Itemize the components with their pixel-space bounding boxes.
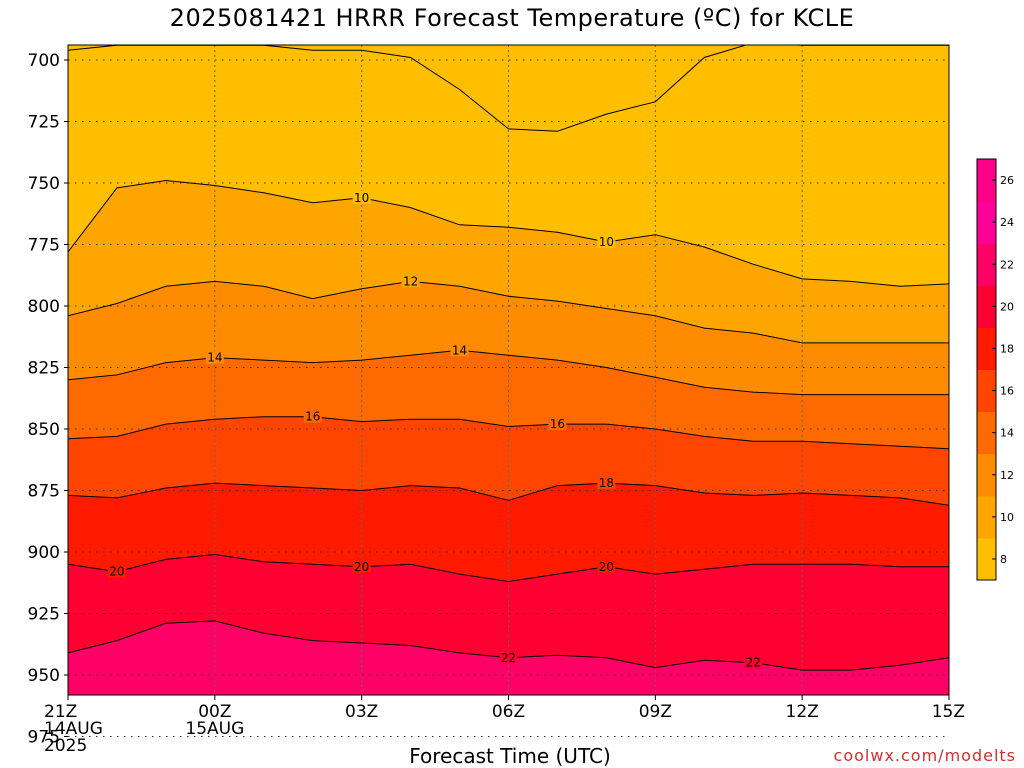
contour-label-12: 12 (403, 274, 418, 288)
contour-label-bg (597, 559, 616, 573)
contour-line-10 (68, 179, 949, 287)
contour-line-20 (68, 553, 949, 583)
y-tick-label-925: 925 (28, 605, 60, 625)
y-tick-label-825: 825 (28, 359, 60, 379)
contour-label-bg (303, 409, 322, 423)
y-tick-label-950: 950 (28, 666, 60, 686)
contour-label-bg (450, 343, 469, 357)
contour-label-10: 10 (354, 191, 369, 205)
colorbar-label-18: 18 (1000, 342, 1014, 355)
x-tick-label-6-0: 03Z (345, 702, 378, 722)
colorbar: 8 10 12 14 16 18 20 22 24 26 (976, 158, 1014, 581)
y-tick-label-975: 975 (28, 728, 60, 748)
y-tick-label-750: 750 (28, 174, 60, 194)
colorbar-label-22: 22 (1000, 258, 1014, 271)
contour-line-18 (68, 482, 949, 506)
contour-label-16: 16 (550, 417, 565, 431)
colorbar-label-12: 12 (1000, 469, 1014, 482)
contour-label-bg (499, 650, 518, 664)
contour-label-10: 10 (599, 235, 614, 249)
contour-label-bg (597, 235, 616, 249)
x-tick-label-9-0: 06Z (492, 702, 525, 722)
contour-label-bg (548, 417, 567, 431)
colorbar-swatch-2 (977, 453, 996, 497)
axes: 70072575077580082585087590092595097521Z1… (28, 51, 965, 756)
x-tick-label-0-0: 21Z (44, 702, 77, 722)
x-tick-label-3-0: 00Z (198, 702, 231, 722)
contour-label-20: 20 (354, 560, 369, 574)
colorbar-label-20: 20 (1000, 300, 1014, 313)
contour-label-22: 22 (746, 656, 761, 670)
contour-label-bg (352, 559, 371, 573)
contour-label-bg (205, 350, 224, 364)
contour-label-22: 22 (501, 651, 516, 665)
contour-line-12 (68, 280, 949, 344)
colorbar-swatch-0 (977, 537, 996, 581)
colorbar-swatch-5 (977, 327, 996, 370)
x-tick-label-3-1: 15AUG (185, 719, 244, 739)
colorbar-swatch-6 (977, 285, 996, 328)
contour-label-bg (107, 564, 126, 578)
colorbar-label-26: 26 (1000, 174, 1014, 187)
y-tick-label-775: 775 (28, 236, 60, 256)
colorbar-label-16: 16 (1000, 385, 1014, 398)
x-tick-label-18-0: 15Z (932, 702, 965, 722)
contour-label-bg (597, 476, 616, 490)
credit-link[interactable]: coolwx.com/modelts (833, 746, 1016, 765)
contour-label-20: 20 (109, 565, 124, 579)
x-tick-label-0-2: 2025 (44, 736, 87, 756)
y-tick-label-875: 875 (28, 482, 60, 502)
contour-label-bg (401, 274, 420, 288)
y-tick-label-800: 800 (28, 297, 60, 317)
x-tick-label-15-0: 12Z (786, 702, 819, 722)
y-tick-label-850: 850 (28, 420, 60, 440)
colorbar-swatch-4 (977, 369, 996, 413)
colorbar-label-24: 24 (1000, 216, 1014, 229)
x-tick-label-0-1: 14AUG (44, 719, 103, 739)
contour-label-14: 14 (452, 343, 467, 357)
colorbar-frame (976, 158, 997, 581)
contour-label-bg (352, 190, 371, 204)
contour-line-16 (68, 416, 949, 450)
contour-labels: 10 10 12 14 14 16 16 18 20 20 20 22 22 (107, 190, 763, 670)
contour-label-20: 20 (599, 560, 614, 574)
colorbar-label-14: 14 (1000, 427, 1014, 440)
colorbar-label-8: 8 (1000, 553, 1007, 566)
colorbar-swatch-1 (977, 495, 996, 539)
contour-label-14: 14 (207, 351, 222, 365)
x-axis-label: Forecast Time (UTC) (409, 744, 611, 768)
colorbar-swatch-9 (977, 159, 996, 202)
contour-label-bg (744, 655, 763, 669)
x-tick-label-12-0: 09Z (639, 702, 672, 722)
y-tick-label-900: 900 (28, 543, 60, 563)
colorbar-swatch-8 (977, 201, 996, 244)
contour-label-18: 18 (599, 476, 614, 490)
contour-label-16: 16 (305, 410, 320, 424)
colorbar-swatch-3 (977, 411, 996, 455)
colorbar-label-10: 10 (1000, 511, 1014, 524)
y-tick-label-725: 725 (28, 113, 60, 133)
y-tick-label-700: 700 (28, 51, 60, 71)
colorbar-swatch-7 (977, 243, 996, 286)
chart-title: 2025081421 HRRR Forecast Temperature (ºC… (169, 4, 855, 32)
